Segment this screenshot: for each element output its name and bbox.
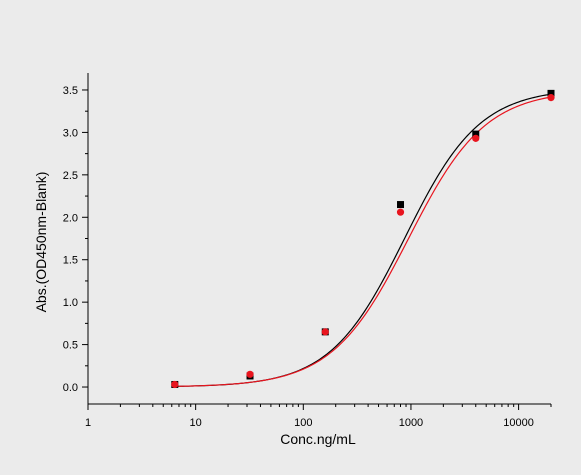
y-tick-label: 0.5 <box>63 340 78 352</box>
data-point-circle <box>321 328 329 336</box>
data-point-circle <box>171 380 179 389</box>
x-tick-label: 100 <box>294 417 312 429</box>
fit-curve-red <box>171 96 552 388</box>
data-points <box>171 89 555 389</box>
fit-curve-black <box>171 93 552 388</box>
y-tick-label: 2.5 <box>63 170 78 182</box>
x-axis-ticks: 1 10 100 1000 10000 <box>85 404 552 429</box>
y-tick-label: 3.0 <box>63 127 78 139</box>
x-tick-label: 1 <box>85 417 91 429</box>
data-point-circle <box>547 94 555 102</box>
fit-curves <box>171 93 552 388</box>
y-tick-label: 3.5 <box>63 85 78 97</box>
y-axis-title: Abs.(OD450nm-Blank) <box>33 172 49 313</box>
x-tick-label: 1000 <box>399 417 423 429</box>
y-axis-ticks: 0.0 0.5 1.0 1.5 2.0 2.5 3.0 3.5 <box>63 85 88 394</box>
data-point-circle <box>396 208 405 216</box>
x-axis-title: Conc.ng/mL <box>280 431 356 447</box>
y-tick-label: 1.0 <box>63 297 78 309</box>
x-tick-label: 10000 <box>503 417 534 429</box>
y-tick-label: 0.0 <box>63 382 78 394</box>
x-tick-label: 10 <box>190 417 202 429</box>
data-point-square <box>397 201 405 209</box>
y-tick-label: 1.5 <box>63 255 78 267</box>
data-point-circle <box>472 134 480 142</box>
data-point-circle <box>246 370 254 378</box>
data-point-square <box>472 130 480 138</box>
y-tick-label: 2.0 <box>63 212 78 224</box>
data-point-square <box>547 89 555 97</box>
